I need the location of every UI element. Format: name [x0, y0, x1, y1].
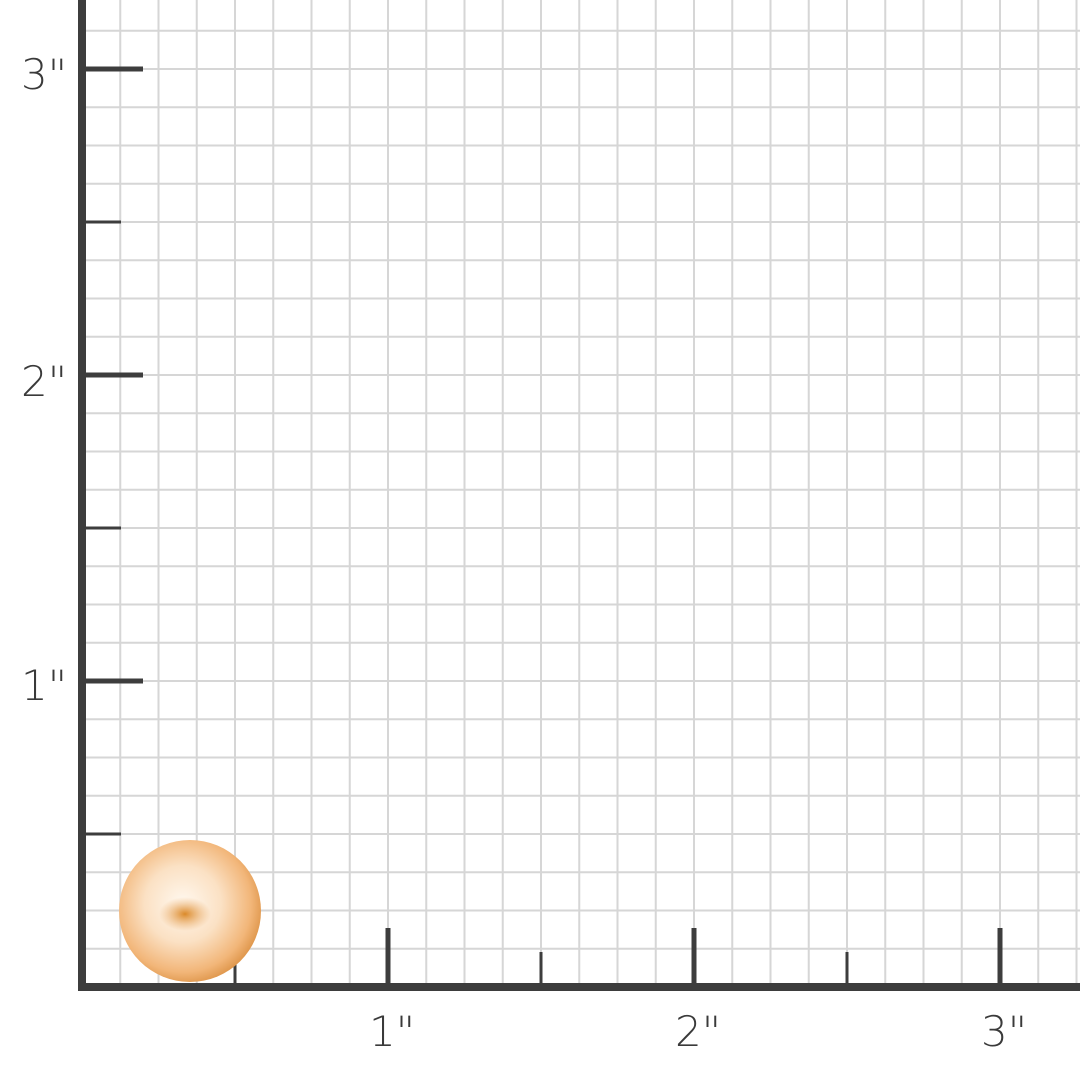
y-label-3: 3" [21, 50, 67, 99]
grid-lines [82, 0, 1080, 987]
y-label-2: 2" [21, 357, 67, 406]
x-axis-labels: 1" 2" 3" [369, 1007, 1027, 1056]
axis-ticks [82, 66, 1003, 987]
x-label-1: 1" [369, 1007, 415, 1056]
x-label-2: 2" [675, 1007, 721, 1056]
y-axis-labels: 1" 2" 3" [21, 50, 67, 710]
y-label-1: 1" [21, 661, 67, 710]
pearl-image [119, 840, 261, 982]
axes [78, 0, 1080, 991]
x-label-3: 3" [981, 1007, 1027, 1056]
